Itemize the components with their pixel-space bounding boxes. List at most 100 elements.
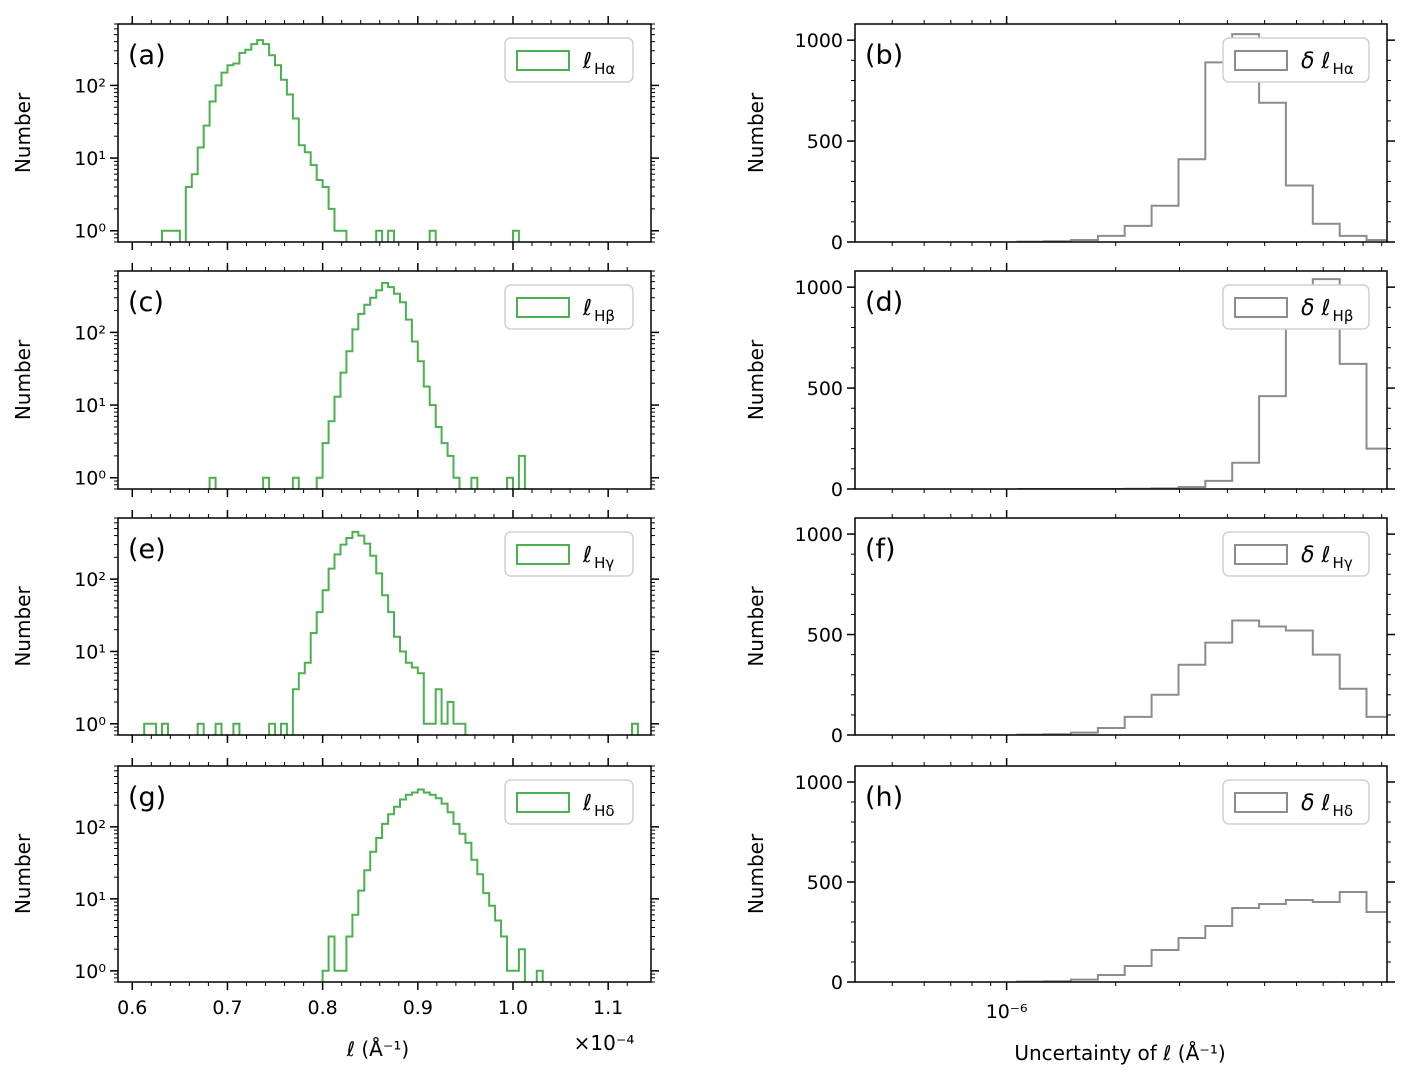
panel-c: 10⁰ 10¹ 10² Number (c) ℓ Hβ bbox=[11, 263, 659, 497]
legend-label: δ ℓ Hα bbox=[1301, 49, 1354, 78]
y-tick-label: 500 bbox=[807, 378, 843, 400]
panel-label: (h) bbox=[865, 782, 903, 813]
axes-frame bbox=[117, 517, 652, 736]
y-tick-label: 10⁰ bbox=[74, 961, 106, 983]
y-tick-label: 1000 bbox=[795, 277, 843, 299]
panel-g: 10⁰ 10¹ 10² 0.6 0.7 0.8 0.9 1.0 1.1 Number (g) ℓ Hδ bbox=[11, 758, 659, 1019]
panel-label: (e) bbox=[128, 534, 166, 565]
legend-swatch bbox=[516, 544, 570, 565]
y-tick-label: 0 bbox=[831, 479, 843, 501]
y-axis-label: Number bbox=[744, 586, 768, 667]
legend-label: ℓ Hβ bbox=[582, 296, 615, 325]
y-tick-label: 10² bbox=[74, 75, 106, 97]
legend-symbol: ℓ bbox=[582, 296, 592, 321]
y-tick-label: 10¹ bbox=[74, 889, 106, 911]
panel-e: 10⁰ 10¹ 10² Number (e) ℓ Hγ bbox=[11, 510, 659, 743]
y-tick-label: 10¹ bbox=[74, 148, 106, 170]
y-tick-label: 10² bbox=[74, 569, 106, 591]
histogram-step bbox=[208, 281, 526, 489]
panel-label: (c) bbox=[128, 287, 164, 318]
y-tick-label: 10⁰ bbox=[74, 714, 106, 736]
legend-label: ℓ Hα bbox=[582, 49, 615, 78]
legend-subscript: Hα bbox=[594, 60, 615, 78]
x-tick-label: 1.1 bbox=[593, 997, 623, 1019]
left-x-offset-label: ×10⁻⁴ bbox=[574, 1031, 635, 1055]
left-x-axis-label: ℓ (Å⁻¹) bbox=[346, 1037, 409, 1061]
legend-label: ℓ Hδ bbox=[582, 791, 615, 820]
axes-frame bbox=[854, 517, 1388, 736]
y-axis-label: Number bbox=[11, 586, 35, 667]
legend-symbol: ℓ bbox=[582, 49, 592, 74]
legend-subscript: Hβ bbox=[1333, 307, 1354, 325]
legend-label: ℓ Hγ bbox=[582, 543, 614, 572]
legend-swatch bbox=[516, 792, 570, 813]
panel-label: (a) bbox=[128, 40, 166, 71]
panel-h: 0 500 1000 10⁻⁶ Number (h) δ ℓ Hδ bbox=[744, 758, 1395, 1023]
legend-subscript: Hα bbox=[1333, 60, 1354, 78]
legend-swatch bbox=[1234, 544, 1288, 565]
panel-label: (b) bbox=[865, 40, 903, 71]
y-tick-label: 500 bbox=[807, 131, 843, 153]
y-axis-label: Number bbox=[11, 339, 35, 420]
legend-symbol: δ ℓ bbox=[1301, 543, 1331, 568]
x-tick-label: 0.8 bbox=[308, 997, 338, 1019]
y-tick-label: 0 bbox=[831, 972, 843, 994]
histogram-step bbox=[143, 530, 639, 735]
y-tick-label: 10¹ bbox=[74, 641, 106, 663]
y-axis-label: Number bbox=[11, 833, 35, 914]
legend-symbol: δ ℓ bbox=[1301, 296, 1331, 321]
x-tick-label: 1.0 bbox=[498, 997, 528, 1019]
axes-frame bbox=[854, 765, 1388, 983]
axes-frame bbox=[117, 23, 652, 243]
panel-label: (f) bbox=[865, 534, 896, 565]
legend-symbol: ℓ bbox=[582, 543, 592, 568]
y-tick-label: 500 bbox=[807, 625, 843, 647]
legend-symbol: ℓ bbox=[582, 791, 592, 816]
y-axis-label: Number bbox=[744, 339, 768, 420]
y-axis-label: Number bbox=[744, 833, 768, 914]
legend-symbol: δ ℓ bbox=[1301, 791, 1331, 816]
legend-symbol: δ ℓ bbox=[1301, 49, 1331, 74]
histogram-step bbox=[1016, 33, 1387, 242]
x-tick-label: 0.7 bbox=[212, 997, 242, 1019]
y-axis-label: Number bbox=[744, 92, 768, 173]
legend-subscript: Hδ bbox=[594, 802, 614, 820]
legend-subscript: Hβ bbox=[594, 307, 615, 325]
legend-swatch bbox=[516, 297, 570, 318]
axes-frame bbox=[117, 270, 652, 490]
legend-subscript: Hδ bbox=[1333, 802, 1353, 820]
histogram-step bbox=[1016, 619, 1387, 735]
y-tick-label: 0 bbox=[831, 232, 843, 254]
axes-frame bbox=[854, 270, 1388, 490]
right-x-axis-label: Uncertainty of ℓ (Å⁻¹) bbox=[1014, 1041, 1225, 1065]
legend-subscript: Hγ bbox=[594, 554, 614, 572]
panel-d: 0 500 1000 Number (d) δ ℓ Hβ bbox=[744, 263, 1395, 501]
y-tick-label: 0 bbox=[831, 725, 843, 747]
panel-label: (g) bbox=[128, 782, 166, 813]
panel-b: 0 500 1000 Number (b) δ ℓ Hα bbox=[744, 16, 1395, 254]
histogram-step bbox=[1016, 891, 1387, 982]
axes-frame bbox=[117, 765, 652, 983]
y-tick-label: 10² bbox=[74, 322, 106, 344]
y-tick-label: 10² bbox=[74, 817, 106, 839]
y-tick-label: 10¹ bbox=[74, 395, 106, 417]
legend-swatch bbox=[1234, 50, 1288, 71]
legend-swatch bbox=[516, 50, 570, 71]
panel-f: 0 500 1000 Number (f) δ ℓ Hγ bbox=[744, 510, 1395, 747]
legend-swatch bbox=[1234, 792, 1288, 813]
axes-frame bbox=[854, 23, 1388, 243]
x-tick-label: 0.6 bbox=[117, 997, 147, 1019]
histogram-step bbox=[321, 788, 544, 982]
x-tick-label: 10⁻⁶ bbox=[986, 1001, 1028, 1023]
legend-label: δ ℓ Hδ bbox=[1301, 791, 1353, 820]
y-tick-label: 1000 bbox=[795, 524, 843, 546]
y-tick-label: 1000 bbox=[795, 772, 843, 794]
legend-subscript: Hγ bbox=[1333, 554, 1353, 572]
legend-label: δ ℓ Hγ bbox=[1301, 543, 1353, 572]
legend-swatch bbox=[1234, 297, 1288, 318]
panel-a: 10⁰ 10¹ 10² Number (a) ℓ Hα bbox=[11, 16, 659, 250]
y-tick-label: 1000 bbox=[795, 30, 843, 52]
y-tick-label: 500 bbox=[807, 872, 843, 894]
